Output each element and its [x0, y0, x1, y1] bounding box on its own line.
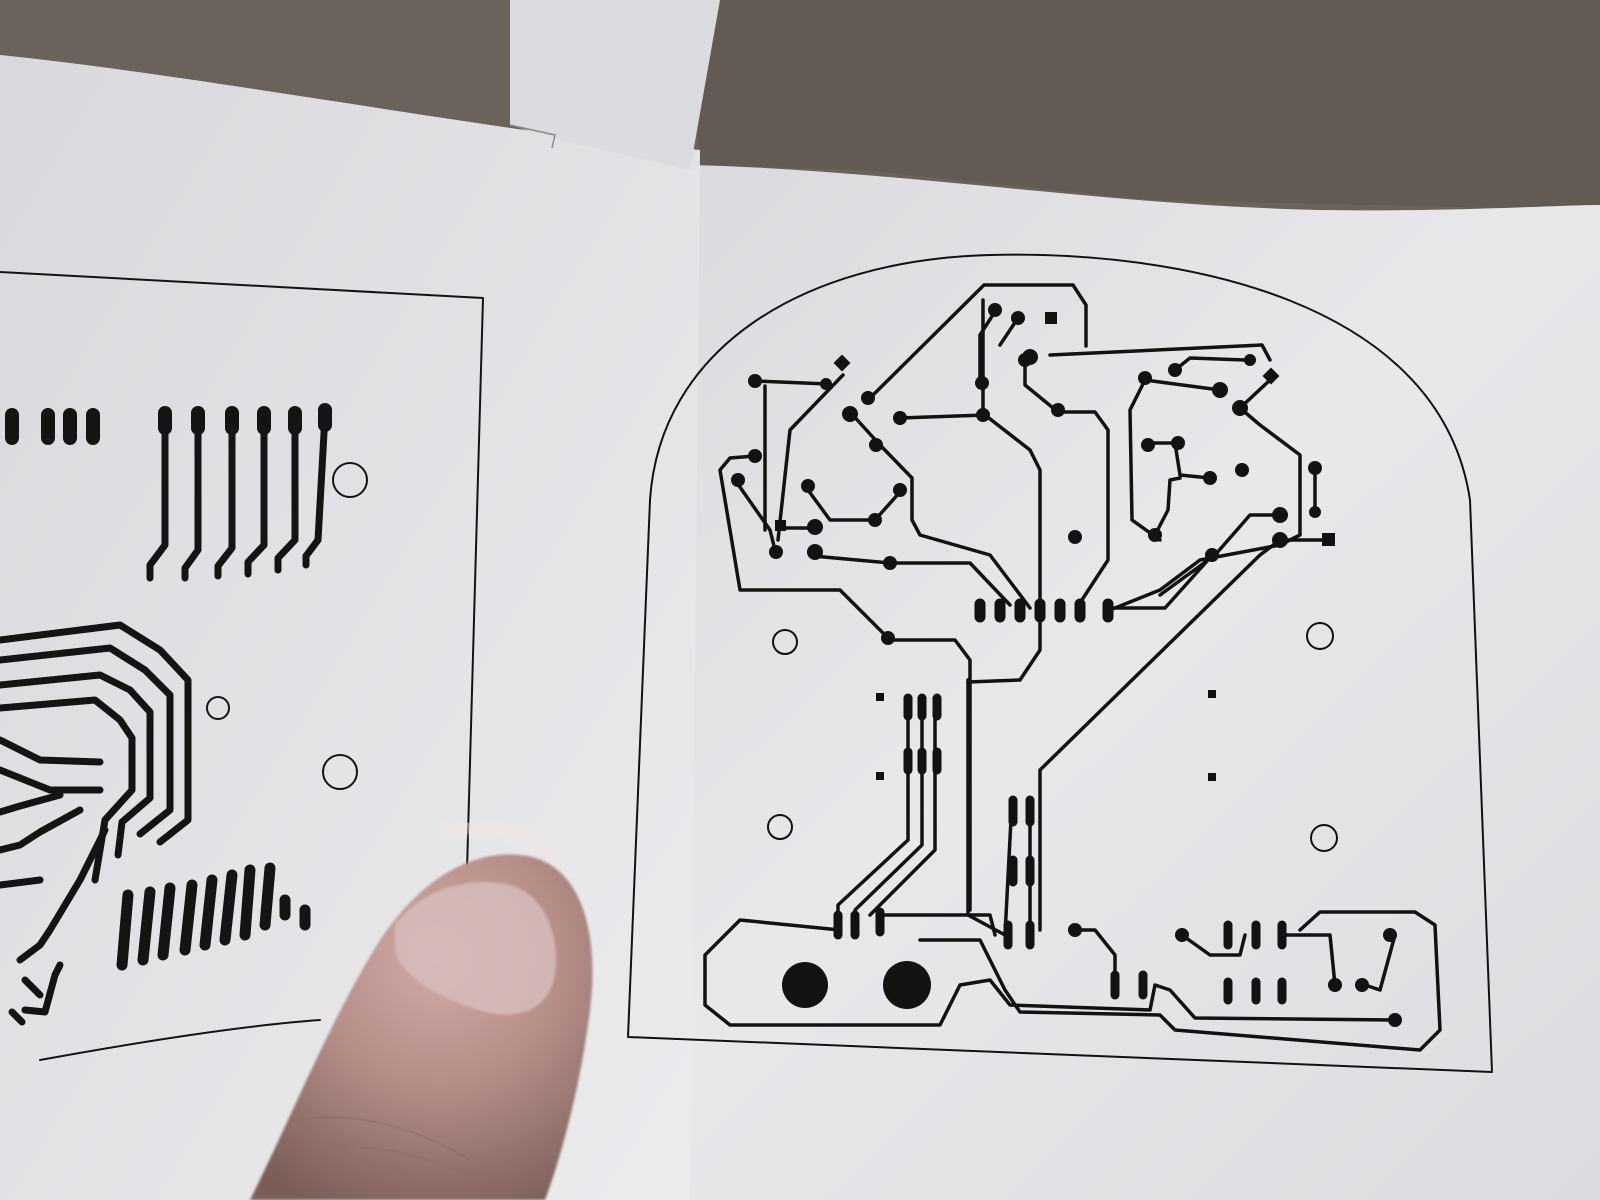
pad — [1355, 978, 1369, 992]
pad — [988, 303, 1002, 317]
pad — [1068, 530, 1082, 544]
smd-pad — [1208, 773, 1216, 781]
pad — [881, 631, 895, 645]
square-pad — [1322, 533, 1335, 546]
pad — [807, 519, 823, 535]
square-pad — [1045, 312, 1057, 324]
pad — [1309, 506, 1321, 518]
pad — [1244, 354, 1256, 366]
smd-pad — [876, 693, 884, 701]
pad — [1235, 463, 1249, 477]
pad — [748, 374, 762, 388]
pad — [1272, 532, 1288, 548]
large-pad — [883, 961, 931, 1009]
pad — [1011, 311, 1025, 325]
pad — [868, 513, 882, 527]
pad — [769, 545, 783, 559]
smd-pad — [876, 772, 884, 780]
square-pad — [775, 520, 786, 531]
pad — [731, 473, 745, 487]
pad — [893, 411, 907, 425]
pad — [869, 438, 883, 452]
pad — [1138, 371, 1152, 385]
pad — [883, 556, 897, 570]
pad — [842, 406, 858, 422]
pad — [975, 376, 989, 390]
pad — [1388, 1013, 1402, 1027]
pad — [748, 449, 762, 463]
pad — [893, 483, 907, 497]
pad — [976, 408, 990, 422]
pad — [807, 544, 823, 560]
pad — [861, 391, 875, 405]
pad — [1068, 923, 1082, 937]
pad — [1175, 928, 1189, 942]
pad — [1383, 928, 1397, 942]
pad — [1018, 353, 1032, 367]
pad — [1148, 528, 1162, 542]
smd-pad — [1208, 690, 1216, 698]
pad — [1051, 403, 1065, 417]
pad — [1272, 507, 1288, 523]
pad — [1328, 978, 1342, 992]
pad — [1308, 461, 1322, 475]
pad — [1168, 363, 1182, 377]
pad — [1203, 471, 1217, 485]
pad — [1212, 382, 1228, 398]
large-pad — [782, 962, 828, 1008]
pad — [820, 378, 832, 390]
pad — [1171, 436, 1185, 450]
pad — [801, 479, 815, 493]
pad — [1141, 438, 1155, 452]
pad — [1232, 400, 1248, 416]
